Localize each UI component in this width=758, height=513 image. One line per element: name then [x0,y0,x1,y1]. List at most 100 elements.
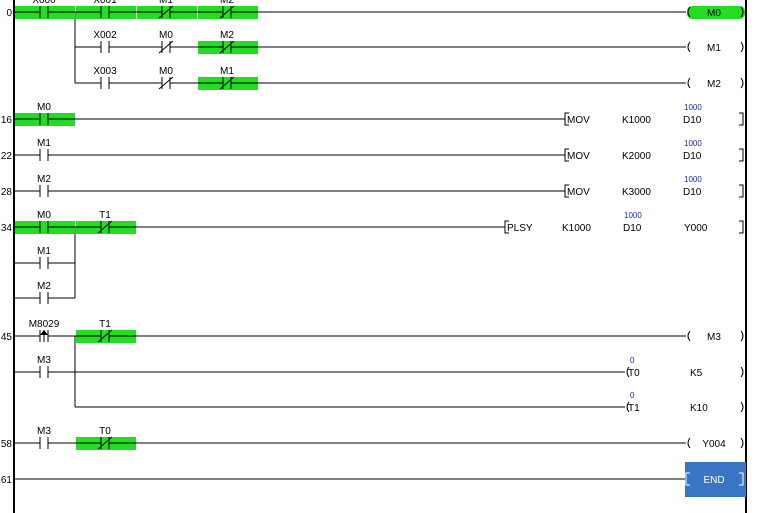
output-coil[interactable]: M0 [687,6,744,19]
timer-name: T0 [628,368,640,379]
contact-label: M0 [37,102,51,113]
output-coil[interactable]: M1 [687,41,744,54]
output-timer[interactable]: T0 0 K5 [626,356,744,379]
contact-t1[interactable]: T1 [97,319,113,343]
contact-x002[interactable]: X002 [93,30,117,53]
contact-m1[interactable]: M1 [37,246,51,269]
contact-m1[interactable]: M1 [37,138,51,161]
contact-label: M2 [37,281,51,292]
monitor-value: 1000 [624,211,642,220]
end-instruction-label: END [703,475,724,486]
output-timer[interactable]: T1 0 K10 [626,391,744,414]
output-coil[interactable]: M3 [687,330,744,343]
rung-line: M8029 T1 M3 [14,319,744,343]
contact-label: M2 [37,174,51,185]
output-instruction[interactable]: MOV K3000 D10 1000 [564,175,744,198]
contact-label: X000 [32,0,56,6]
rung-line: M0 MOV K1000 D10 1000 [14,102,744,126]
timer-setting: K10 [690,403,708,414]
contact-t1[interactable]: T1 [97,210,113,234]
instruction-name: MOV [567,151,590,162]
contact-label: M2 [220,0,234,6]
instruction-operand: K3000 [622,187,651,198]
instruction-operand: Y000 [684,223,708,234]
contact-x000[interactable]: X000 [32,0,56,18]
instruction-name: PLSY [507,223,533,234]
timer-monitor-value: 0 [630,356,635,365]
step-number: 58 [1,439,13,450]
instruction-operand: D10 [683,151,702,162]
contact-m1[interactable]: M1 [219,66,234,90]
contact-x003[interactable]: X003 [93,66,117,89]
contact-label: M0 [37,210,51,221]
step-number: 22 [1,151,13,162]
contact-m0[interactable]: M0 [158,30,174,54]
output-end[interactable]: END [685,472,744,486]
contact-label: T0 [99,426,111,437]
contact-m0[interactable]: M0 [158,66,174,90]
contact-m2[interactable]: M2 [37,281,51,304]
coil-active-highlight [687,6,745,19]
output-instruction[interactable]: PLSY K1000 D10 1000 Y000 [504,211,744,234]
contact-m2[interactable]: M2 [219,0,235,19]
normally-closed-slash-icon [158,40,174,54]
normally-closed-slash-icon [97,329,113,343]
rung-line: M2 MOV K3000 D10 1000 [14,174,744,198]
normally-closed-slash-icon [97,436,113,450]
step-number: 45 [1,332,13,343]
contact-m0[interactable]: M0 [37,102,51,125]
end-block-highlight [685,462,746,497]
normally-closed-slash-icon [97,220,113,234]
step-number: 16 [1,115,13,126]
timer-monitor-value: 0 [630,391,635,400]
contact-label: M1 [37,246,51,257]
output-instruction[interactable]: MOV K1000 D10 1000 [564,103,744,126]
monitor-value: 1000 [684,103,702,112]
contact-m2[interactable]: M2 [219,30,234,54]
step-number: 61 [1,475,13,486]
coil-label: M2 [707,79,721,90]
output-instruction[interactable]: MOV K2000 D10 1000 [564,139,744,162]
contact-label: X002 [93,30,117,41]
contact-label: M1 [37,138,51,149]
instruction-name: MOV [567,115,590,126]
instruction-operand: K2000 [622,151,651,162]
instruction-operand: K1000 [562,223,591,234]
output-coil[interactable]: Y004 [687,437,744,450]
rung-line: X000 X001 M1 M2 M0 [14,0,745,19]
contact-label: X001 [93,0,117,6]
contact-m8029[interactable]: M8029 [29,319,60,342]
instruction-operand: D10 [683,187,702,198]
coil-label: M1 [707,43,721,54]
rung-line: M1 MOV K2000 D10 1000 [14,138,744,162]
contact-m3[interactable]: M3 [37,426,51,449]
contact-m3[interactable]: M3 [37,355,51,378]
rung-line: M3 T0 0 K5 [14,355,744,379]
rung-line: M0 T1 PLSY K1000 D10 1000 Y000 [14,210,744,234]
contact-m2[interactable]: M2 [37,174,51,197]
coil-label: Y004 [702,439,726,450]
instruction-operand: D10 [683,115,702,126]
normally-closed-slash-icon [158,76,174,90]
rung-line: X003 M0 M1 M2 [75,66,744,90]
contact-m0[interactable]: M0 [37,210,51,233]
contact-label: M1 [220,66,234,77]
contact-x001[interactable]: X001 [93,0,117,18]
contact-label: T1 [99,210,111,221]
contact-label: T1 [99,319,111,330]
coil-label: M3 [707,332,721,343]
output-coil[interactable]: M2 [687,77,744,90]
normally-closed-slash-icon [219,5,235,19]
contact-label: M2 [220,30,234,41]
rising-edge-arrow-icon [40,330,48,335]
rung-line: M1 [14,246,75,269]
step-number: 28 [1,187,13,198]
instruction-operand: D10 [623,223,642,234]
contact-t0[interactable]: T0 [97,426,113,450]
instruction-name: MOV [567,187,590,198]
contact-label: M8029 [29,319,60,330]
coil-label: M0 [707,8,721,19]
contact-label: X003 [93,66,117,77]
contact-m1[interactable]: M1 [158,0,173,19]
